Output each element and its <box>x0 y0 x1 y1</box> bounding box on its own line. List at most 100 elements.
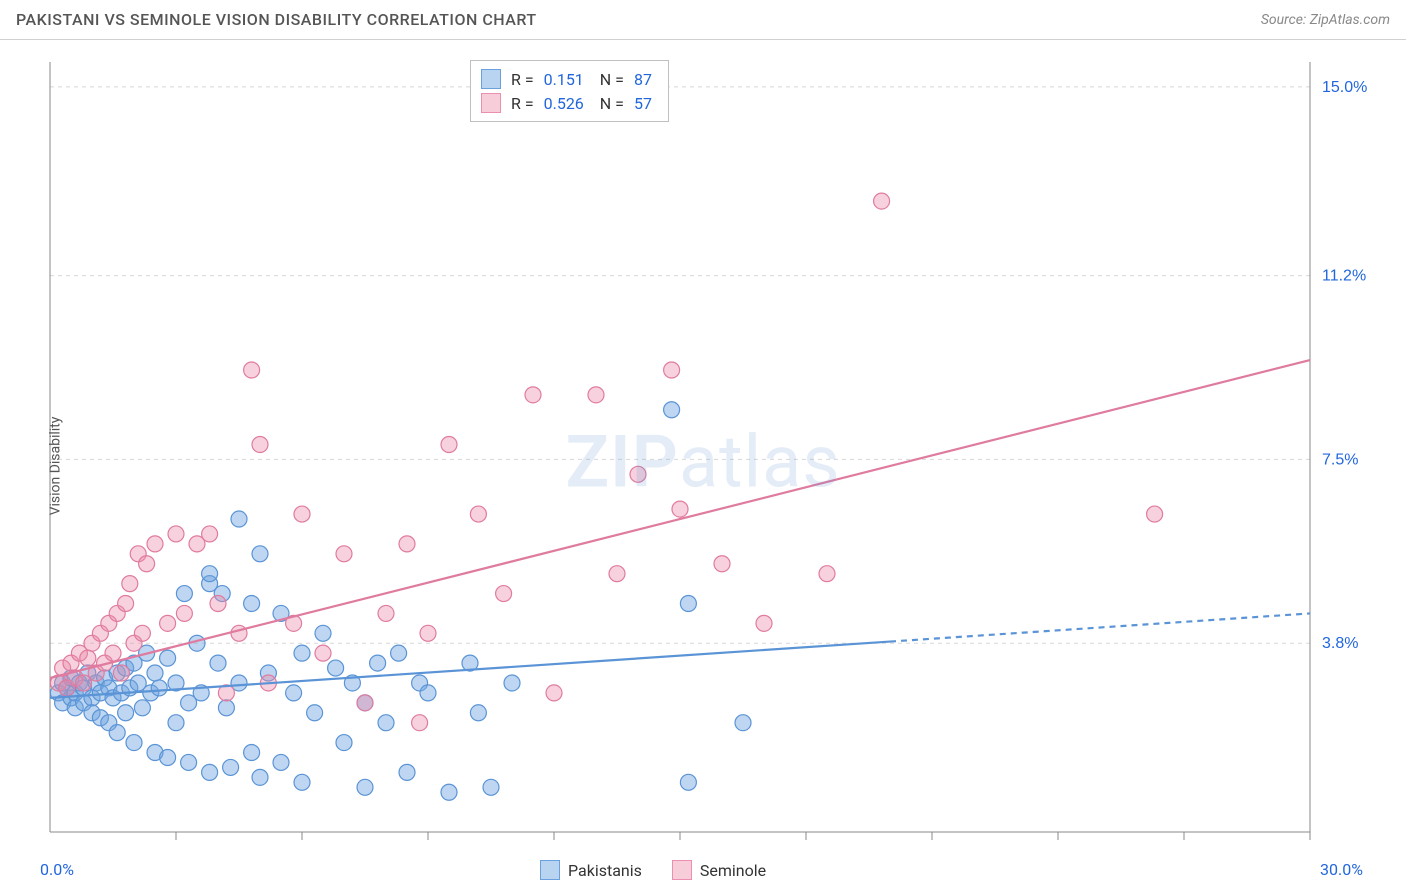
scatter-point <box>223 759 239 775</box>
scatter-point <box>630 466 646 482</box>
scatter-point <box>470 705 486 721</box>
scatter-point <box>109 725 125 741</box>
scatter-plot: 3.8%7.5%11.2%15.0% <box>0 40 1406 892</box>
scatter-point <box>819 566 835 582</box>
scatter-point <box>168 526 184 542</box>
scatter-point <box>336 735 352 751</box>
legend-label: Pakistanis <box>568 861 642 880</box>
source-attribution: Source: ZipAtlas.com <box>1261 12 1390 28</box>
legend-swatch <box>481 93 501 113</box>
scatter-point <box>672 501 688 517</box>
chart-area: Vision Disability 3.8%7.5%11.2%15.0% ZIP… <box>0 40 1406 892</box>
scatter-point <box>307 705 323 721</box>
scatter-point <box>151 680 167 696</box>
scatter-point <box>210 595 226 611</box>
series-legend: Pakistanis Seminole <box>540 860 766 880</box>
scatter-point <box>525 387 541 403</box>
scatter-point <box>735 715 751 731</box>
scatter-point <box>357 695 373 711</box>
scatter-point <box>176 605 192 621</box>
scatter-point <box>412 715 428 731</box>
n-value: 87 <box>634 70 652 89</box>
stats-row: R = 0.151 N = 87 <box>481 67 658 91</box>
scatter-point <box>126 735 142 751</box>
scatter-point <box>147 536 163 552</box>
legend-swatch <box>481 69 501 89</box>
scatter-point <box>470 506 486 522</box>
svg-text:3.8%: 3.8% <box>1322 635 1358 652</box>
scatter-point <box>664 362 680 378</box>
scatter-point <box>315 645 331 661</box>
scatter-point <box>588 387 604 403</box>
scatter-point <box>252 769 268 785</box>
y-axis-label: Vision Disability <box>47 417 63 516</box>
legend-swatch <box>540 860 560 880</box>
scatter-point <box>168 715 184 731</box>
scatter-point <box>202 764 218 780</box>
scatter-point <box>1147 506 1163 522</box>
scatter-point <box>113 665 129 681</box>
legend-item: Pakistanis <box>540 860 642 880</box>
scatter-point <box>202 526 218 542</box>
scatter-point <box>252 437 268 453</box>
scatter-point <box>294 774 310 790</box>
trend-line-extrapolated <box>890 613 1310 641</box>
scatter-point <box>483 779 499 795</box>
scatter-point <box>218 700 234 716</box>
scatter-point <box>315 625 331 641</box>
scatter-point <box>420 625 436 641</box>
scatter-point <box>210 655 226 671</box>
x-axis-start-label: 0.0% <box>40 860 74 879</box>
chart-title: PAKISTANI VS SEMINOLE VISION DISABILITY … <box>16 10 537 29</box>
scatter-point <box>160 650 176 666</box>
scatter-point <box>336 546 352 562</box>
correlation-stats-box: R =0.151N =87R =0.526N =57 <box>470 60 669 122</box>
legend-item: Seminole <box>672 860 766 880</box>
scatter-point <box>181 754 197 770</box>
scatter-point <box>252 546 268 562</box>
r-label: R = <box>511 70 534 89</box>
scatter-point <box>399 536 415 552</box>
scatter-point <box>664 402 680 418</box>
scatter-point <box>680 774 696 790</box>
scatter-point <box>134 700 150 716</box>
scatter-point <box>357 779 373 795</box>
scatter-point <box>231 625 247 641</box>
scatter-point <box>546 685 562 701</box>
scatter-point <box>118 595 134 611</box>
scatter-point <box>273 754 289 770</box>
r-label: R = <box>511 94 534 113</box>
scatter-point <box>294 645 310 661</box>
legend-label: Seminole <box>700 861 766 880</box>
scatter-point <box>874 193 890 209</box>
scatter-point <box>399 764 415 780</box>
legend-swatch <box>672 860 692 880</box>
scatter-point <box>391 645 407 661</box>
scatter-point <box>244 595 260 611</box>
scatter-point <box>231 511 247 527</box>
scatter-point <box>714 556 730 572</box>
r-value: 0.151 <box>544 70 584 89</box>
scatter-point <box>328 660 344 676</box>
n-label: N = <box>600 94 624 113</box>
x-axis-end-label: 30.0% <box>1320 860 1363 879</box>
scatter-point <box>160 749 176 765</box>
scatter-point <box>176 586 192 602</box>
scatter-point <box>370 655 386 671</box>
svg-text:15.0%: 15.0% <box>1322 79 1367 96</box>
n-label: N = <box>600 70 624 89</box>
scatter-point <box>160 615 176 631</box>
scatter-point <box>134 625 150 641</box>
scatter-point <box>80 650 96 666</box>
scatter-point <box>122 576 138 592</box>
scatter-point <box>441 784 457 800</box>
scatter-point <box>441 437 457 453</box>
scatter-point <box>294 506 310 522</box>
scatter-point <box>756 615 772 631</box>
scatter-point <box>139 556 155 572</box>
scatter-point <box>244 362 260 378</box>
n-value: 57 <box>634 94 652 113</box>
scatter-point <box>286 685 302 701</box>
trend-line <box>50 642 890 698</box>
scatter-point <box>244 745 260 761</box>
